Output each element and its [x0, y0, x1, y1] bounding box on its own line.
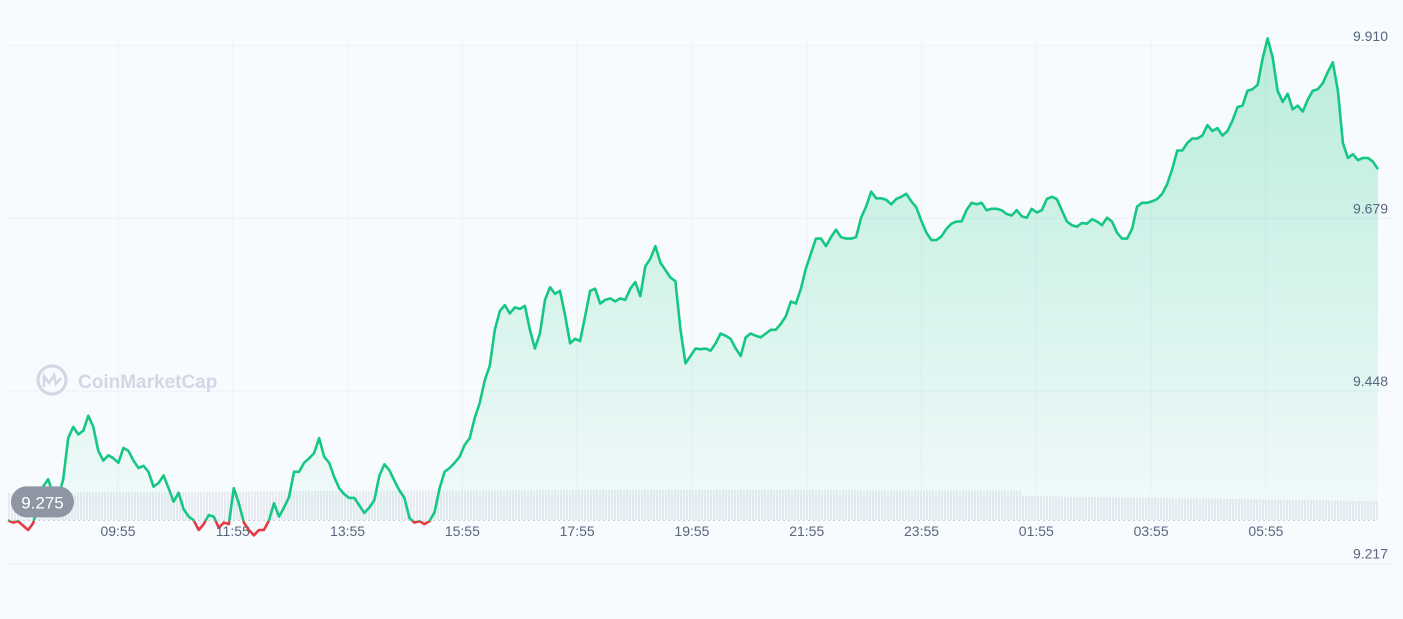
y-axis-ticks: 9.910 9.679 9.448 9.217 — [1353, 28, 1388, 562]
x-tick-label: 19:55 — [674, 523, 709, 539]
volume-bar — [191, 491, 193, 520]
coinmarketcap-logo-icon — [36, 364, 68, 396]
volume-bar — [242, 491, 244, 520]
volume-bar — [410, 490, 412, 520]
volume-bar — [245, 491, 247, 520]
volume-bar — [431, 490, 433, 520]
volume-bar — [212, 491, 214, 520]
volume-bar — [206, 491, 208, 520]
x-tick-label: 17:55 — [560, 523, 595, 539]
x-tick-label: 05:55 — [1248, 523, 1283, 539]
volume-bar — [218, 491, 220, 520]
volume-bar — [269, 491, 271, 520]
volume-bar — [281, 491, 283, 520]
volume-bar — [221, 491, 223, 520]
x-tick-label: 09:55 — [100, 523, 135, 539]
x-tick-label: 21:55 — [789, 523, 824, 539]
volume-bar — [425, 490, 427, 520]
volume-bar — [422, 490, 424, 520]
volume-bar — [257, 491, 259, 520]
y-tick-label: 9.448 — [1353, 373, 1388, 389]
volume-bar — [224, 491, 226, 520]
volume-bar — [248, 491, 250, 520]
x-tick-label: 11:55 — [216, 523, 250, 539]
volume-bar — [8, 493, 10, 520]
coinmarketcap-watermark: CoinMarketCap — [36, 364, 217, 396]
x-tick-label: 23:55 — [904, 523, 939, 539]
volume-bar — [407, 490, 409, 520]
y-tick-label: 9.679 — [1353, 200, 1388, 216]
x-tick-label: 13:55 — [330, 523, 365, 539]
volume-bar — [263, 491, 265, 520]
volume-bar — [362, 490, 364, 520]
volume-bar — [416, 490, 418, 520]
volume-bar — [365, 490, 367, 520]
volume-bar — [413, 490, 415, 520]
y-tick-label: 9.217 — [1353, 546, 1388, 562]
volume-bar — [215, 491, 217, 520]
volume-bar — [368, 490, 370, 520]
volume-bar — [209, 491, 211, 520]
watermark-text: CoinMarketCap — [78, 372, 217, 393]
x-tick-label: 03:55 — [1134, 523, 1169, 539]
x-tick-label: 15:55 — [445, 523, 480, 539]
volume-bar — [251, 491, 253, 520]
volume-bar — [200, 491, 202, 520]
coinmarketcap-logo-mark-icon — [42, 371, 62, 387]
volume-bar — [254, 491, 256, 520]
volume-bar — [188, 491, 190, 520]
volume-bar — [260, 491, 262, 520]
baseline-price-badge: 9.275 — [11, 486, 74, 518]
x-axis-ticks: 09:55 11:55 13:55 15:55 17:55 19:55 21:55 23:55… — [100, 523, 1283, 539]
baseline-badge-label: 9.275 — [21, 493, 64, 512]
volume-bar — [428, 490, 430, 520]
price-area-fill — [8, 38, 1378, 536]
y-tick-label: 9.910 — [1353, 28, 1388, 44]
x-tick-label: 01:55 — [1019, 523, 1054, 539]
volume-bar — [266, 491, 268, 520]
volume-bar — [278, 491, 280, 520]
volume-bar — [227, 491, 229, 520]
price-line-up — [7, 37, 1380, 521]
volume-bar — [197, 491, 199, 520]
volume-bar — [419, 490, 421, 520]
baseline-badge-bg — [11, 486, 74, 518]
volume-bar — [185, 491, 187, 520]
volume-bar — [203, 491, 205, 520]
volume-bar — [194, 491, 196, 520]
